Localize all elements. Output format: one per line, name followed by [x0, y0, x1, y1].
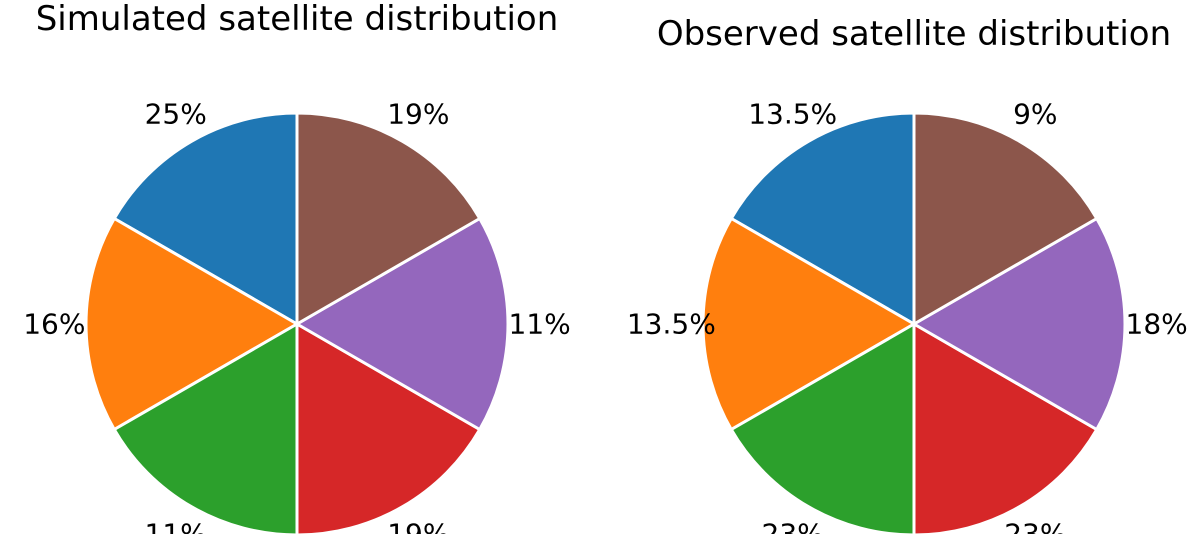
simulated-slice-label-5: 19% — [387, 97, 449, 130]
simulated-slice-label-1: 16% — [23, 308, 85, 341]
observed-pie: 13.5% 13.5% 23% 23% 18% 9% — [627, 97, 1188, 534]
simulated-slice-5 — [295, 111, 482, 326]
observed-slice-5 — [912, 111, 1099, 326]
observed-chart-title: Observed satellite distribution — [657, 14, 1171, 54]
simulated-slice-0 — [112, 111, 299, 326]
observed-slice-1 — [701, 217, 916, 431]
simulated-slice-label-4: 11% — [509, 308, 571, 341]
observed-slice-label-1: 13.5% — [627, 308, 716, 341]
observed-slice-label-3: 23% — [1004, 518, 1066, 534]
simulated-pie-chart: Simulated satellite distribution 25% 16% 1… — [23, 0, 571, 534]
simulated-pie: 25% 16% 11% 19% 11% 19% — [23, 97, 571, 534]
simulated-slice-label-2: 11% — [145, 518, 207, 534]
simulated-chart-title: Simulated satellite distribution — [36, 0, 559, 39]
observed-slice-label-0: 13.5% — [748, 97, 837, 130]
simulated-slice-label-3: 19% — [387, 518, 449, 534]
observed-slice-label-5: 9% — [1013, 97, 1057, 130]
observed-slice-0 — [729, 111, 916, 326]
observed-pie-chart: Observed satellite distribution 13.5%13.… — [627, 14, 1188, 534]
simulated-slice-label-0: 25% — [145, 97, 207, 130]
simulated-slice-4 — [295, 217, 510, 431]
observed-slice-label-2: 23% — [762, 518, 824, 534]
observed-slice-4 — [912, 217, 1127, 431]
simulated-slice-1 — [84, 217, 299, 431]
observed-slice-label-4: 18% — [1126, 308, 1188, 341]
